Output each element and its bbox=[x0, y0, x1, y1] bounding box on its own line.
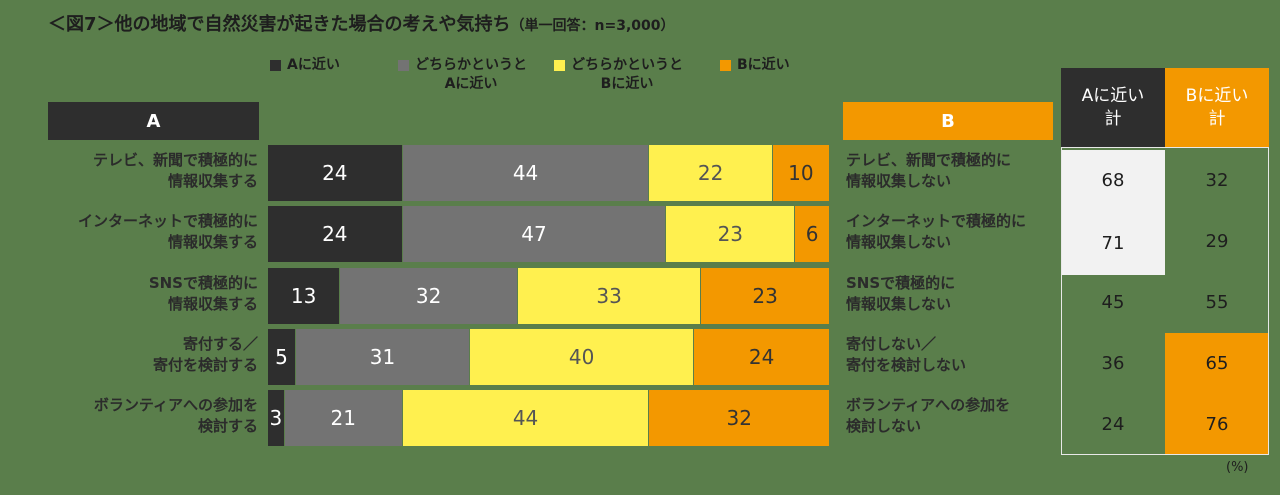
b-total-cell: 55 bbox=[1205, 292, 1229, 313]
row-label-line: SNSで積極的に bbox=[148, 273, 258, 292]
bar-segment: 23 bbox=[666, 206, 796, 263]
row-label-line: 寄付する／ bbox=[182, 334, 258, 353]
a-total-cell: 36 bbox=[1101, 353, 1125, 374]
bar-segment: 23 bbox=[701, 267, 829, 324]
table-header-text: Aに近い計 bbox=[1082, 85, 1145, 131]
header-a: A bbox=[48, 102, 259, 140]
bar-segment: 32 bbox=[340, 267, 518, 324]
row-label-a: ボランティアへの参加を検討する bbox=[94, 395, 258, 437]
legend-swatch bbox=[720, 60, 731, 71]
row-label-line: ボランティアへの参加を bbox=[93, 396, 258, 415]
bar-row: 13 32 33 23 bbox=[268, 267, 829, 324]
legend-label-line: Bに近い bbox=[600, 76, 654, 92]
bar-segment: 22 bbox=[649, 145, 773, 201]
header-b: B bbox=[843, 102, 1053, 140]
row-label-line: インターネットで積極的に bbox=[846, 212, 1027, 231]
legend-label-line: Aに近い bbox=[287, 57, 340, 73]
bar-row: 24 47 23 6 bbox=[268, 206, 829, 263]
table-header-line: 計 bbox=[1104, 108, 1122, 129]
row-label-b: テレビ、新聞で積極的に 情報収集しない bbox=[846, 150, 1011, 192]
legend-label-line: Aに近い bbox=[444, 76, 498, 92]
bar-segment: 3 bbox=[268, 390, 285, 447]
legend-item-2: どちらかというと Bに近い bbox=[554, 56, 683, 94]
row-label-line: インターネットで積極的に bbox=[77, 212, 258, 231]
a-total-cell: 71 bbox=[1061, 211, 1165, 275]
bar-segment: 33 bbox=[517, 267, 702, 324]
legend-label: Bに近い bbox=[737, 56, 790, 75]
chart-subtitle: （単一回答：n=3,000） bbox=[510, 18, 675, 34]
row-label-a: インターネットで積極的に情報収集する bbox=[78, 211, 258, 253]
bar-segment: 44 bbox=[402, 145, 650, 201]
row-label-line: SNSで積極的に bbox=[846, 273, 956, 292]
b-total-cell: 29 bbox=[1205, 231, 1229, 252]
row-label-line: 情報収集する bbox=[167, 294, 258, 313]
legend-item-3: Bに近い bbox=[720, 56, 790, 75]
legend-swatch bbox=[554, 60, 565, 71]
row-label-b: ボランティアへの参加を 検討しない bbox=[846, 395, 1010, 437]
row-label-a: 寄付する／ 寄付を検討する bbox=[153, 334, 258, 376]
row-label-line: 情報収集しない bbox=[846, 172, 952, 190]
row-label-line: 情報収集しない bbox=[846, 233, 952, 252]
bar-segment: 5 bbox=[268, 328, 297, 385]
bar-segment: 24 bbox=[268, 145, 403, 201]
bar-segment: 31 bbox=[296, 328, 470, 385]
bar-segment: 24 bbox=[694, 328, 829, 385]
row-label-line: 寄付しない／ bbox=[846, 334, 937, 353]
row-label-b: 寄付しない／ 寄付を検討しない bbox=[846, 334, 966, 376]
a-total-cell: 68 bbox=[1061, 150, 1165, 211]
row-label-line: 寄付を検討しない bbox=[846, 355, 967, 374]
unit-label: (%) bbox=[1226, 460, 1249, 475]
table-header-line: 計 bbox=[1208, 108, 1226, 129]
row-label-line: 情報収集しない bbox=[846, 294, 952, 313]
table-header-line: Aに近い bbox=[1081, 85, 1145, 106]
legend-item-0: Aに近い bbox=[270, 56, 340, 75]
bar-row: 24 44 22 10 bbox=[268, 145, 829, 201]
bar-segment: 44 bbox=[402, 390, 650, 447]
legend-swatch bbox=[398, 60, 409, 71]
bar-segment: 40 bbox=[469, 328, 695, 385]
bar-segment: 6 bbox=[795, 206, 829, 263]
legend-label-line: どちらかというと bbox=[415, 57, 527, 73]
row-label-line: 情報収集する bbox=[167, 172, 258, 190]
legend-label: どちらかというと Bに近い bbox=[571, 56, 683, 94]
row-label-a: テレビ、新聞で積極的に情報収集する bbox=[93, 150, 258, 192]
legend-swatch bbox=[270, 60, 281, 71]
legend-label-line: Bに近い bbox=[737, 57, 790, 73]
a-total-cell: 24 bbox=[1101, 414, 1125, 435]
bar-segment: 21 bbox=[284, 390, 403, 447]
bar-row: 5 31 40 24 bbox=[268, 328, 829, 385]
row-label-line: テレビ、新聞で積極的に bbox=[92, 151, 258, 169]
legend-label-line: どちらかというと bbox=[571, 57, 683, 73]
b-total-cell: 32 bbox=[1205, 170, 1229, 191]
bar-segment: 13 bbox=[268, 267, 341, 324]
row-label-b: SNSで積極的に 情報収集しない bbox=[846, 273, 955, 315]
table-header-text: Bに近い計 bbox=[1186, 85, 1249, 131]
a-total-cell: 45 bbox=[1101, 292, 1125, 313]
row-label-line: 検討する bbox=[197, 417, 258, 436]
row-label-line: 情報収集する bbox=[167, 233, 258, 252]
bar-segment: 24 bbox=[268, 206, 403, 263]
bar-segment: 32 bbox=[649, 390, 829, 447]
row-label-line: ボランティアへの参加を bbox=[846, 396, 1011, 415]
table-header-b-total: Bに近い計 bbox=[1165, 68, 1269, 147]
table-header-line: Bに近い bbox=[1185, 85, 1249, 106]
table-header-a-total: Aに近い計 bbox=[1061, 68, 1165, 147]
legend-item-1: どちらかというと Aに近い bbox=[398, 56, 527, 94]
chart-title: ＜図7＞他の地域で自然災害が起きた場合の考えや気持ち（単一回答：n=3,000） bbox=[48, 10, 675, 36]
row-label-b: インターネットで積極的に 情報収集しない bbox=[846, 211, 1026, 253]
b-total-cell: 65 bbox=[1165, 333, 1269, 394]
row-label-line: テレビ、新聞で積極的に bbox=[846, 151, 1012, 169]
row-label-line: 検討しない bbox=[846, 417, 922, 436]
bar-row: 3 21 44 32 bbox=[268, 390, 829, 447]
b-total-cell: 76 bbox=[1165, 394, 1269, 455]
chart-title-text: ＜図7＞他の地域で自然災害が起きた場合の考えや気持ち bbox=[48, 14, 511, 35]
legend-label: Aに近い bbox=[287, 56, 340, 75]
bar-segment: 47 bbox=[402, 206, 667, 263]
row-label-line: 寄付を検討する bbox=[152, 355, 258, 374]
bar-segment: 10 bbox=[772, 145, 829, 201]
legend-label: どちらかというと Aに近い bbox=[415, 56, 527, 94]
row-label-a: SNSで積極的に情報収集する bbox=[149, 273, 258, 315]
